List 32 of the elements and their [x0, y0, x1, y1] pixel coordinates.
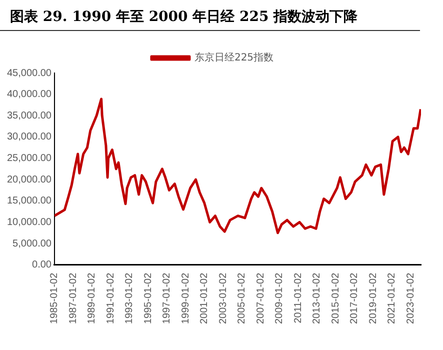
y-tick-label: 0.00: [32, 260, 52, 271]
x-tick-label: 2001-01-02: [199, 272, 210, 324]
chart-title: 图表 29. 1990 年至 2000 年日经 225 指数波动下降: [10, 9, 358, 25]
x-tick-label: 1989-01-02: [86, 272, 98, 324]
x-tick-label: 2005-01-02: [236, 272, 248, 324]
y-tick-label: 45,000.00: [6, 68, 52, 79]
x-tick-label: 2007-01-02: [255, 272, 266, 324]
y-tick-label: 5,000.00: [12, 238, 52, 250]
y-tick-label: 10,000.00: [6, 216, 52, 228]
x-tick-label: 1987-01-02: [68, 272, 79, 324]
y-tick-label: 40,000.00: [6, 89, 52, 100]
x-tick-label: 2003-01-02: [218, 272, 229, 324]
y-tick-label: 35,000.00: [6, 110, 52, 122]
x-tick-label: 1997-01-02: [162, 272, 173, 324]
x-tick-label: 2015-01-02: [330, 272, 342, 324]
x-tick-label: 1993-01-02: [124, 272, 136, 324]
y-tick-label: 20,000.00: [6, 174, 52, 186]
x-tick-label: 2011-01-02: [292, 272, 304, 324]
legend-label: 东京日经225指数: [194, 52, 274, 64]
x-tick-label: 2009-01-02: [274, 272, 286, 324]
x-tick-label: 1985-01-02: [49, 272, 60, 324]
x-tick-label: 2013-01-02: [312, 272, 323, 324]
y-tick-label: 15,000.00: [6, 196, 52, 207]
y-tick-label: 25,000.00: [6, 153, 52, 164]
x-tick-label: 1995-01-02: [142, 272, 154, 324]
x-tick-label: 1999-01-02: [180, 272, 192, 324]
x-tick-label: 2017-01-02: [349, 272, 360, 324]
y-tick-label: 30,000.00: [6, 132, 52, 143]
x-tick-label: 1991-01-02: [105, 272, 116, 324]
x-tick-label: 2023-01-02: [405, 272, 416, 324]
x-tick-label: 2019-01-02: [368, 272, 379, 324]
x-tick-label: 2021-01-02: [386, 272, 398, 324]
